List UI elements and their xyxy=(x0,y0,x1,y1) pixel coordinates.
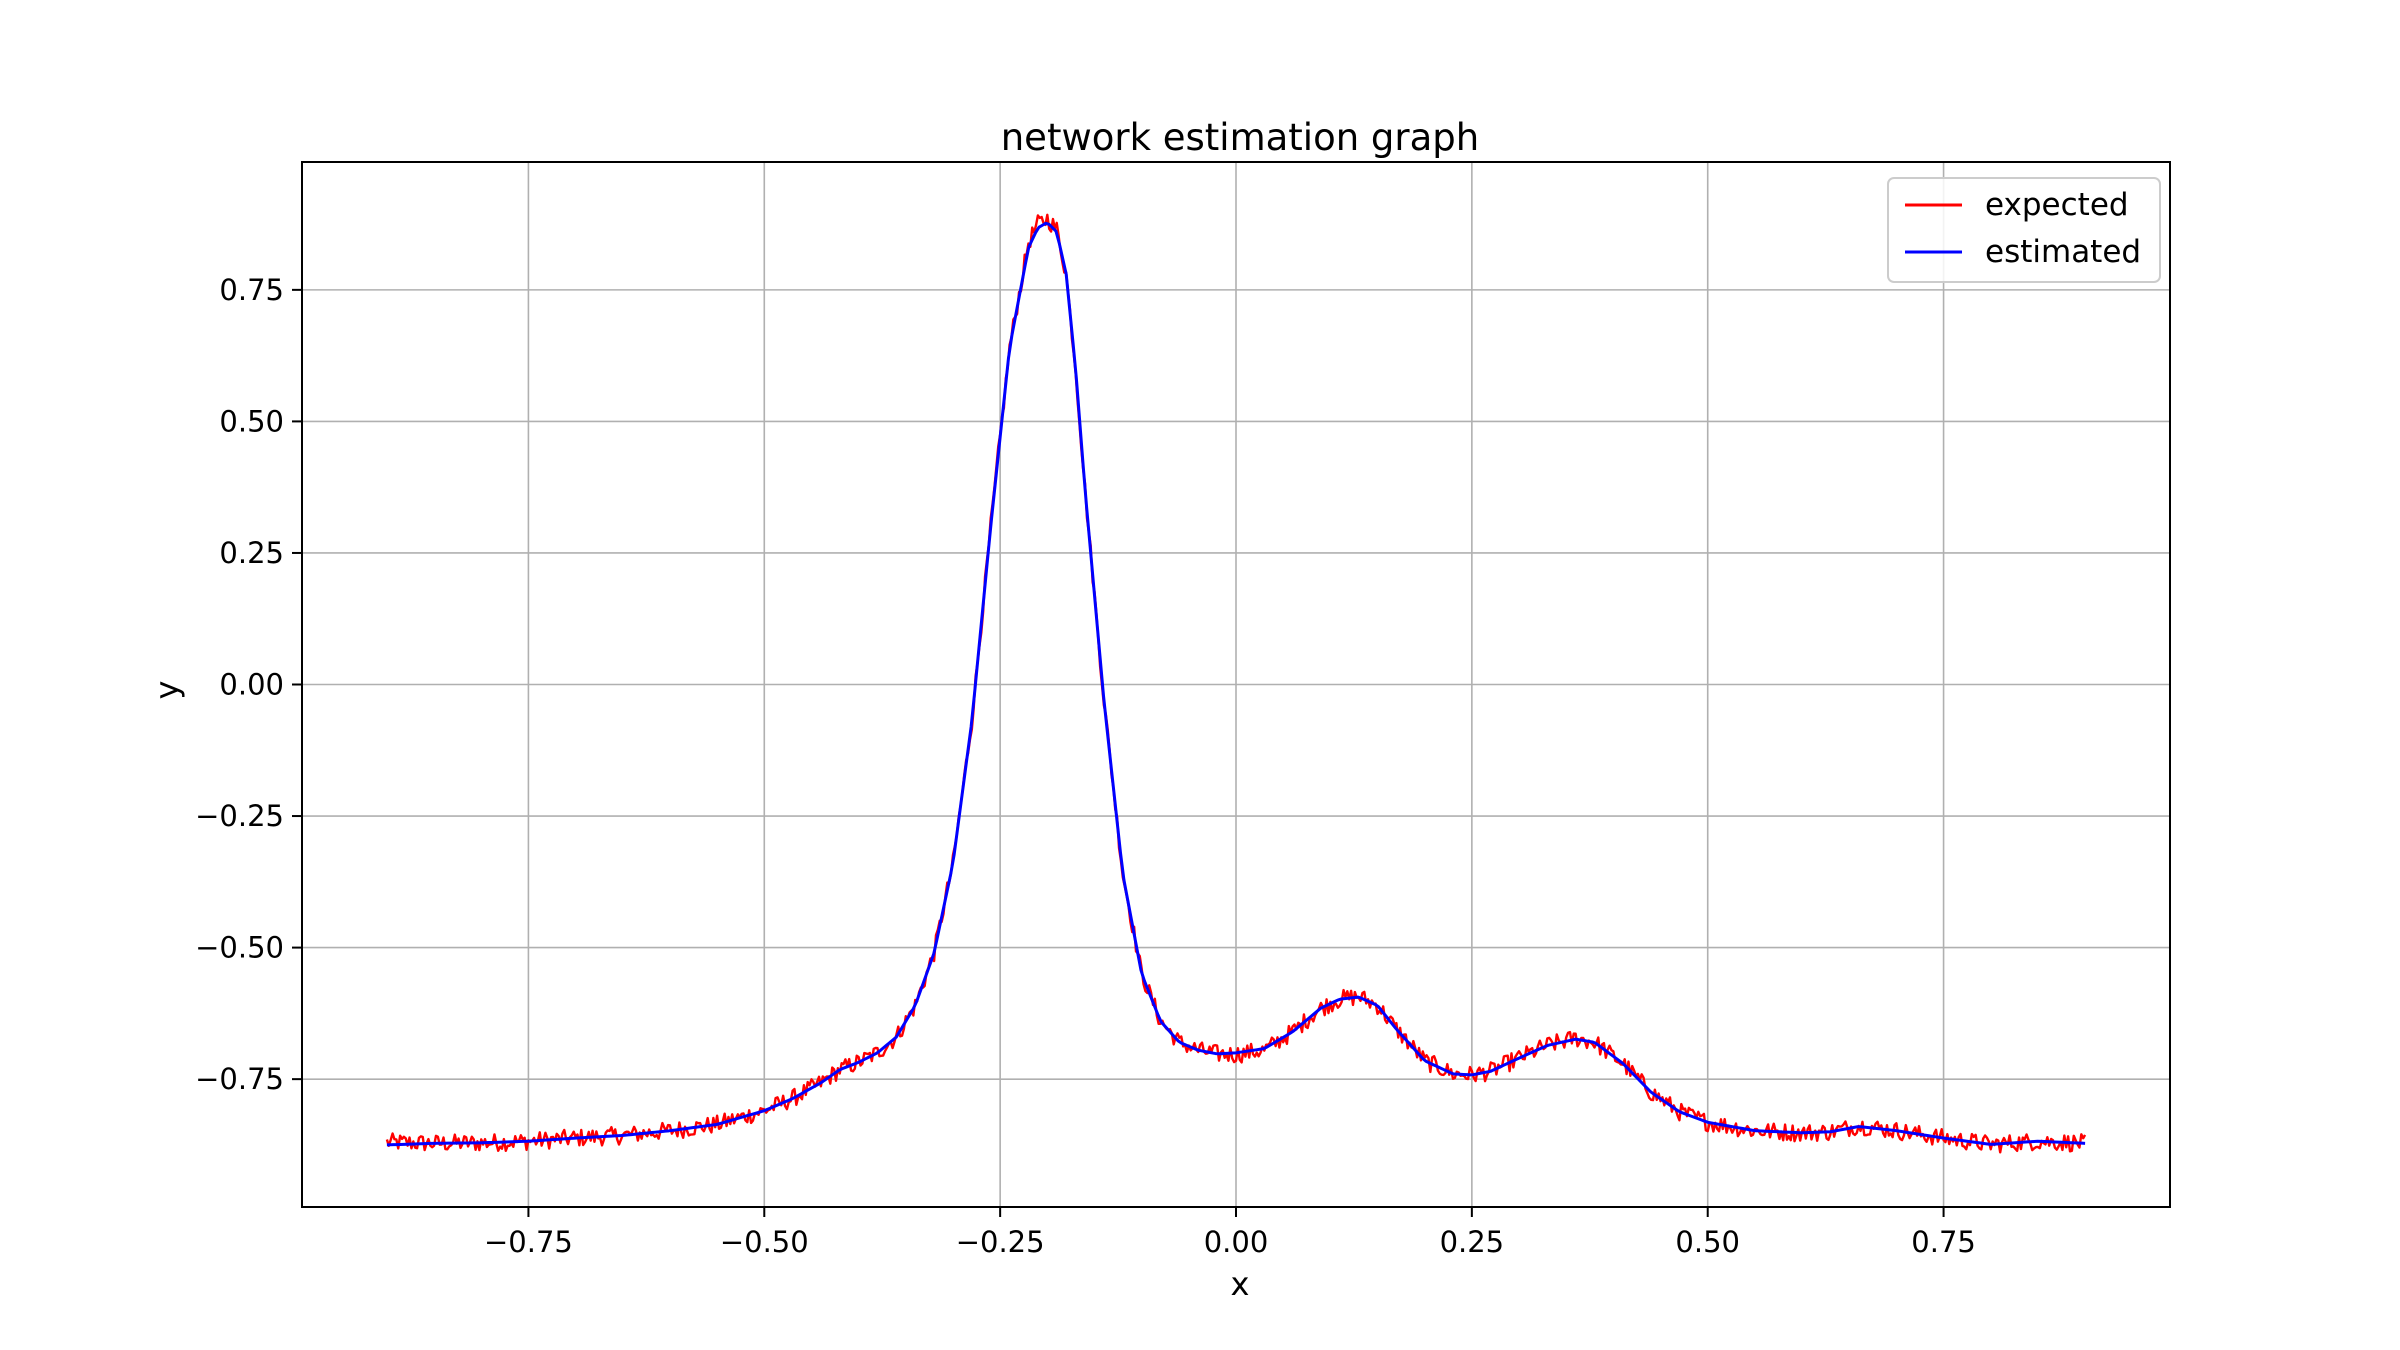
y-tick-label: 0.50 xyxy=(219,404,284,438)
legend-label-estimated: estimated xyxy=(1985,234,2141,270)
series-layer xyxy=(385,213,2087,1154)
series-line-estimated xyxy=(386,221,2086,1147)
y-axis: −0.75 −0.50 −0.25 0.00 0.25 0.50 0.75 xyxy=(195,273,302,1096)
x-tick-label: 0.50 xyxy=(1675,1225,1740,1259)
y-tick-label: −0.50 xyxy=(195,931,284,965)
y-axis-label: y xyxy=(148,681,186,700)
chart-title: network estimation graph xyxy=(1001,116,1480,159)
x-tick-label: −0.50 xyxy=(720,1225,809,1259)
x-tick-label: −0.75 xyxy=(484,1225,573,1259)
legend-label-expected: expected xyxy=(1985,187,2129,223)
x-tick-label: −0.25 xyxy=(956,1225,1045,1259)
legend: expected estimated xyxy=(1887,177,2161,283)
x-axis-label: x xyxy=(1231,1265,1250,1303)
x-tick-label: 0.00 xyxy=(1204,1225,1269,1259)
x-tick-label: 0.25 xyxy=(1440,1225,1505,1259)
x-axis: −0.75 −0.50 −0.25 0.00 0.25 0.50 0.75 xyxy=(484,1207,1976,1259)
grid xyxy=(302,162,2170,1207)
y-tick-label: −0.75 xyxy=(195,1062,284,1096)
y-tick-label: 0.75 xyxy=(219,273,284,307)
y-tick-label: 0.00 xyxy=(219,668,284,702)
x-tick-label: 0.75 xyxy=(1911,1225,1976,1259)
y-tick-label: 0.25 xyxy=(219,536,284,570)
y-tick-label: −0.25 xyxy=(195,799,284,833)
